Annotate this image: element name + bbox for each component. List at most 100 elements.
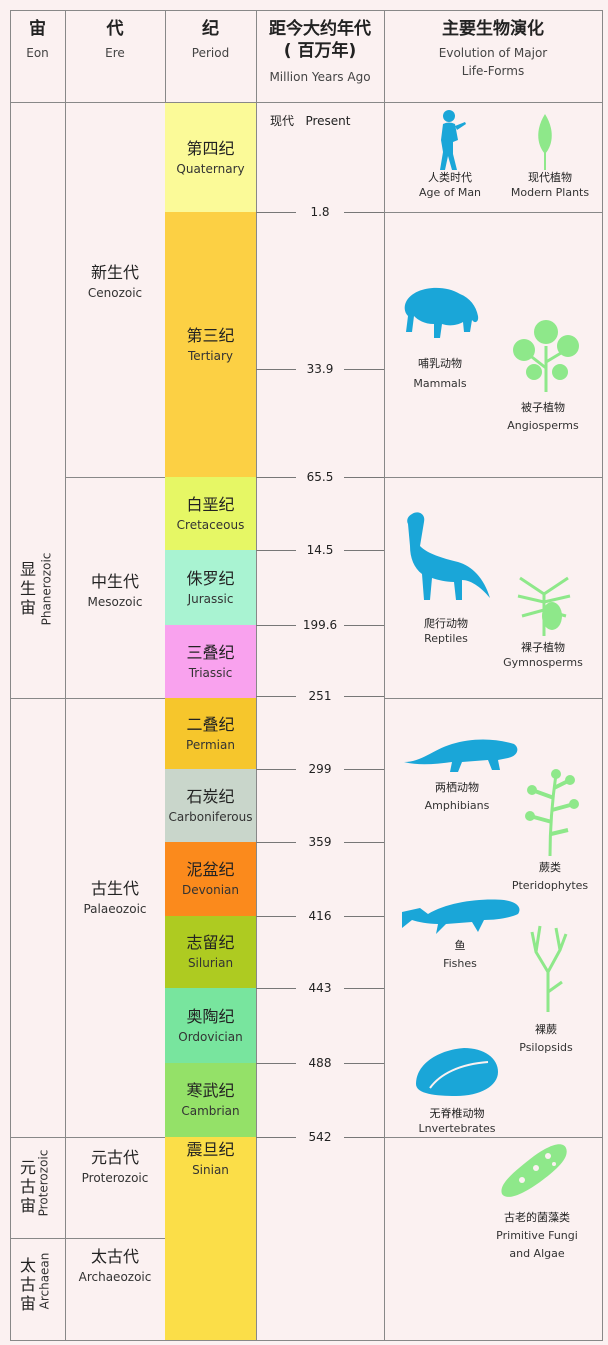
grid-line: [384, 212, 602, 213]
tick-value: 1.8: [296, 203, 344, 221]
amphibian-icon: [404, 739, 518, 772]
life-label-mammals: 哺乳动物 Mammals: [413, 357, 467, 390]
tick-mark: [344, 550, 384, 551]
grid-line: [65, 10, 66, 1340]
period-permian: 二叠纪 Permian: [165, 698, 256, 769]
period-jurassic: 侏罗纪 Jurassic: [165, 550, 256, 625]
tick-mark: [344, 1063, 384, 1064]
era-mesozoic: 中生代 Mesozoic: [87, 572, 143, 609]
grid-line: [10, 1238, 165, 1239]
header-time: 距今大约年代 ( 百万年) Million Years Ago: [269, 19, 371, 84]
grid-line: [10, 1340, 603, 1341]
tick-value: 33.9: [296, 360, 344, 378]
tick-value: 65.5: [296, 468, 344, 486]
era-cenozoic: 新生代 Cenozoic: [87, 263, 143, 300]
tick-mark: [256, 916, 296, 917]
grid-line: [384, 477, 602, 478]
era-proterozoic: 元古代 Proterozoic: [81, 1148, 149, 1185]
life-label-fungi-algae: 古老的菌藻类 Primitive Fungi and Algae: [496, 1211, 578, 1260]
mammal-icon: [404, 287, 479, 338]
tick-mark: [256, 988, 296, 989]
life-label-invertebrates: 无脊椎动物 Lnvertebrates: [418, 1107, 496, 1135]
tick-mark: [344, 369, 384, 370]
tick-mark: [256, 1137, 296, 1138]
header-period: 纪 Period: [191, 19, 230, 60]
header-life: 主要生物演化 Evolution of Major Life-Forms: [438, 19, 548, 78]
grid-line: [384, 698, 602, 699]
modern-plant-icon: [538, 114, 552, 170]
tick-label: 416: [256, 907, 384, 925]
life-label-fishes: 鱼 Fishes: [443, 939, 477, 970]
period-devonian: 泥盆纪 Devonian: [165, 842, 256, 916]
tick-mark: [344, 842, 384, 843]
life-label-psilopsids: 裸蕨 Psilopsids: [519, 1023, 573, 1054]
tick-value: 251: [296, 687, 344, 705]
tick-label: 251: [256, 687, 384, 705]
life-label-reptiles: 爬行动物 Reptiles: [424, 617, 468, 645]
period-triassic: 三叠纪 Triassic: [165, 625, 256, 698]
tick-value: 199.6: [296, 616, 344, 634]
grid-line: [10, 102, 603, 103]
period-cambrian: 寒武纪 Cambrian: [165, 1063, 256, 1137]
tick-label: 14.5: [256, 541, 384, 559]
tick-mark: [256, 696, 296, 697]
angiosperm-icon: [513, 320, 579, 392]
tick-label: 65.5: [256, 468, 384, 486]
tick-mark: [256, 842, 296, 843]
trilobite-icon: [416, 1048, 498, 1096]
period-ordovician: 奥陶纪 Ordovician: [165, 988, 256, 1063]
grid-line: [10, 10, 11, 1340]
tick-mark: [344, 477, 384, 478]
tick-mark: [344, 769, 384, 770]
tick-mark: [344, 212, 384, 213]
fungi-algae-icon: [501, 1144, 567, 1197]
grid-line: [256, 10, 257, 1340]
life-label-age-of-man: 人类时代 Age of Man: [418, 171, 482, 199]
tick-mark: [256, 369, 296, 370]
tick-value: 488: [296, 1054, 344, 1072]
tick-mark: [344, 1137, 384, 1138]
tick-label: 299: [256, 760, 384, 778]
tick-mark: [256, 212, 296, 213]
period-silurian: 志留纪 Silurian: [165, 916, 256, 988]
eon-phanerozoic: 显生宙 Phanerozoic: [19, 552, 54, 626]
grid-line: [602, 10, 603, 1340]
tick-label: 359: [256, 833, 384, 851]
eon-archaean: 太古宙 Archaean: [19, 1252, 52, 1313]
tick-label: 488: [256, 1054, 384, 1072]
gymnosperm-icon: [517, 576, 571, 636]
tick-value: 359: [296, 833, 344, 851]
era-palaeozoic: 古生代 Palaeozoic: [83, 879, 147, 916]
tick-mark: [256, 769, 296, 770]
period-cretaceous: 白垩纪 Cretaceous: [165, 477, 256, 550]
tick-value: 14.5: [296, 541, 344, 559]
grid-line: [10, 698, 165, 699]
tick-mark: [344, 625, 384, 626]
tick-value: 542: [296, 1128, 344, 1146]
tick-label: 33.9: [256, 360, 384, 378]
era-archaeozoic: 太古代 Archaeozoic: [78, 1247, 152, 1284]
grid-line: [384, 1137, 602, 1138]
tick-mark: [256, 1063, 296, 1064]
tick-label: 1.8: [256, 203, 384, 221]
tick-value: 443: [296, 979, 344, 997]
life-label-angiosperms: 被子植物 Angiosperms: [507, 401, 579, 432]
tick-label: 443: [256, 979, 384, 997]
tick-value: 299: [296, 760, 344, 778]
header-eon: 宙 Eon: [26, 19, 49, 60]
period-sinian: 震旦纪 Sinian: [165, 1137, 256, 1340]
tick-mark: [256, 550, 296, 551]
life-label-gymnosperms: 裸子植物 Gymnosperms: [503, 641, 583, 669]
life-label-amphibians: 两栖动物 Amphibians: [424, 781, 490, 812]
tick-label: 199.6: [256, 616, 384, 634]
period-carboniferous: 石炭纪 Carboniferous: [165, 769, 256, 842]
header-era: 代 Ere: [105, 19, 125, 60]
present-label: 现代 Present: [270, 114, 351, 128]
grid-line: [65, 477, 165, 478]
tick-label: 542: [256, 1128, 384, 1146]
tick-mark: [344, 988, 384, 989]
tick-value: 416: [296, 907, 344, 925]
fish-icon: [402, 899, 520, 934]
tick-mark: [256, 477, 296, 478]
grid-line: [10, 1137, 165, 1138]
